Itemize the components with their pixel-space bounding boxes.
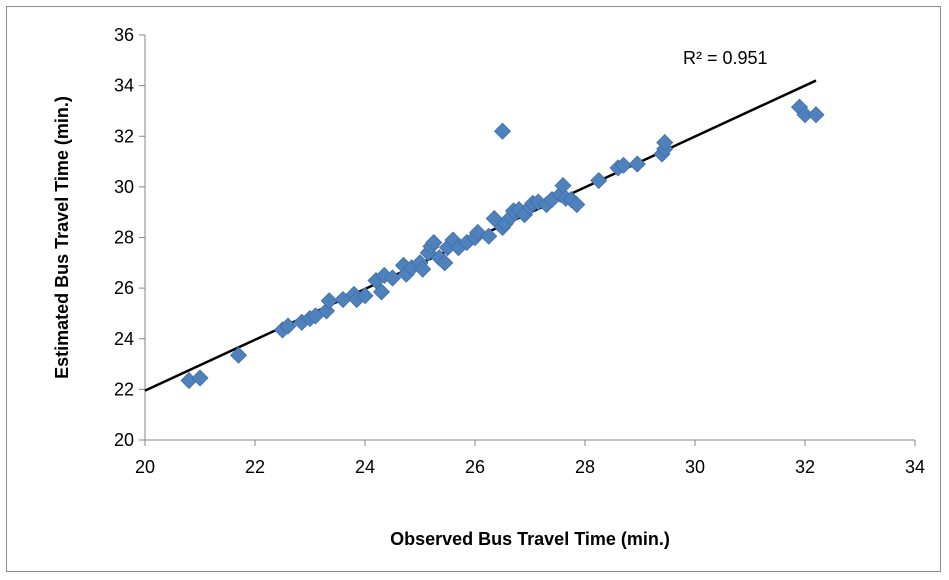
data-point [229, 346, 248, 364]
y-tick-label: 24 [114, 329, 134, 349]
y-tick-label: 34 [114, 76, 134, 96]
r-squared-annotation: R² = 0.951 [683, 48, 768, 68]
x-tick-label: 30 [685, 457, 705, 477]
data-point [356, 287, 374, 305]
y-tick-label: 20 [114, 430, 134, 450]
data-point [807, 106, 825, 124]
labels-group: Observed Bus Travel Time (min.) Estimated… [52, 48, 768, 549]
data-point [414, 260, 432, 278]
data-point [436, 254, 454, 272]
x-tick-label: 34 [905, 457, 925, 477]
x-tick-label: 32 [795, 457, 815, 477]
data-point [425, 233, 443, 252]
data-point [614, 156, 633, 174]
x-tick-label: 24 [355, 457, 375, 477]
data-point [372, 283, 391, 301]
x-axis-title: Observed Bus Travel Time (min.) [390, 529, 670, 549]
x-tick-label: 28 [575, 457, 595, 477]
y-tick-label: 32 [114, 126, 134, 146]
data-point [191, 369, 209, 387]
x-tick-label: 20 [135, 457, 155, 477]
y-tick-label: 22 [114, 379, 134, 399]
y-tick-label: 26 [114, 278, 134, 298]
data-point [590, 171, 608, 190]
y-tick-label: 28 [114, 228, 134, 248]
data-point [320, 292, 338, 310]
data-point [493, 122, 512, 140]
data-point [480, 227, 498, 245]
points-group [180, 98, 825, 390]
y-tick-label: 36 [114, 25, 134, 45]
data-point [656, 134, 674, 152]
x-tick-label: 26 [465, 457, 485, 477]
chart-frame [6, 6, 941, 572]
axes: 20 22 24 26 28 30 32 34 36 20 22 24 26 28 30 32 34 [114, 25, 925, 477]
data-point [279, 317, 297, 335]
y-axis-title: Estimated Bus Travel Time (min.) [52, 96, 72, 379]
data-point [383, 269, 402, 287]
data-point [628, 155, 646, 173]
data-point [568, 196, 586, 214]
y-tick-label: 30 [114, 177, 134, 197]
x-tick-label: 22 [245, 457, 265, 477]
